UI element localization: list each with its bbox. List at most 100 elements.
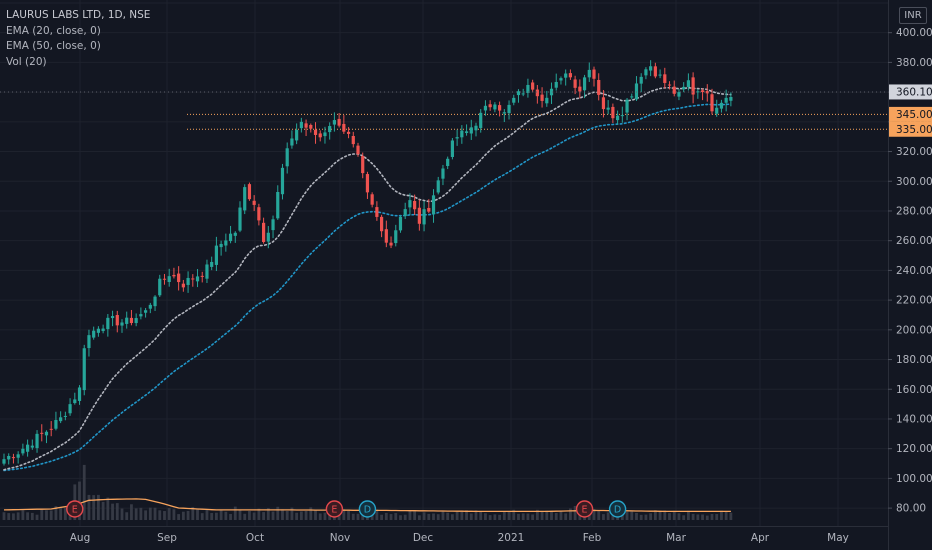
candle[interactable] [493, 102, 497, 113]
candle[interactable] [672, 80, 676, 97]
candle[interactable] [129, 309, 134, 326]
candle[interactable] [729, 92, 733, 107]
candle[interactable] [205, 259, 209, 283]
candle[interactable] [247, 182, 252, 201]
candle[interactable] [210, 256, 214, 271]
candle[interactable] [44, 430, 49, 444]
candle[interactable] [422, 201, 426, 232]
candle[interactable] [219, 240, 223, 256]
candle[interactable] [479, 109, 483, 133]
candle[interactable] [719, 99, 724, 113]
candle[interactable] [82, 344, 86, 396]
candle[interactable] [35, 430, 39, 453]
candle[interactable] [436, 176, 440, 195]
candle[interactable] [483, 100, 488, 116]
candle[interactable] [526, 78, 530, 98]
earnings-marker[interactable]: E [66, 500, 84, 518]
candle[interactable] [394, 224, 398, 247]
candle[interactable] [427, 199, 431, 214]
candle[interactable] [450, 138, 454, 160]
candle[interactable] [139, 307, 143, 320]
candle[interactable] [243, 184, 247, 215]
candle[interactable] [549, 82, 554, 104]
candle[interactable] [134, 313, 138, 327]
candle[interactable] [54, 411, 58, 431]
currency-unit-label[interactable]: INR [899, 7, 927, 24]
candle[interactable] [498, 101, 502, 117]
earnings-marker[interactable]: E [575, 500, 594, 518]
event-markers[interactable]: E E ED D [66, 500, 627, 518]
candle[interactable] [148, 302, 152, 314]
candle[interactable] [455, 129, 459, 146]
candle[interactable] [375, 201, 379, 221]
candle[interactable] [214, 236, 218, 272]
candle[interactable] [625, 98, 629, 121]
candle[interactable] [342, 115, 346, 134]
candle[interactable] [87, 329, 91, 357]
candle[interactable] [691, 72, 695, 104]
last-price-badge[interactable]: 360.10 [889, 84, 932, 100]
candle[interactable] [696, 88, 700, 99]
candle[interactable] [634, 76, 639, 101]
candle[interactable] [521, 88, 525, 97]
candle[interactable] [77, 385, 82, 405]
candle[interactable] [573, 75, 577, 95]
candle[interactable] [2, 453, 6, 466]
candle[interactable] [11, 453, 16, 464]
candle[interactable] [507, 100, 511, 120]
candle[interactable] [158, 274, 162, 297]
candle[interactable] [564, 69, 568, 86]
candle[interactable] [686, 73, 690, 91]
candle[interactable] [30, 439, 34, 450]
candle[interactable] [531, 79, 535, 93]
candle[interactable] [408, 193, 412, 216]
candle[interactable] [101, 324, 105, 334]
candle[interactable] [616, 110, 620, 125]
candle[interactable] [195, 269, 200, 288]
candle[interactable] [653, 62, 657, 79]
candle[interactable] [365, 171, 370, 199]
earnings-marker[interactable]: E [325, 500, 344, 518]
candle[interactable] [545, 90, 549, 107]
candle[interactable] [667, 81, 672, 90]
candle[interactable] [516, 89, 521, 103]
ema-50-legend[interactable]: EMA (50, close, 0) [6, 40, 101, 52]
candle[interactable] [587, 62, 591, 82]
candle[interactable] [191, 274, 195, 287]
candle[interactable] [280, 163, 285, 200]
candle[interactable] [384, 220, 388, 248]
candle[interactable] [323, 126, 327, 144]
candle[interactable] [309, 123, 313, 133]
candle[interactable] [658, 69, 662, 79]
candle[interactable] [413, 194, 417, 216]
candle[interactable] [398, 214, 403, 233]
candle[interactable] [715, 99, 719, 117]
candle[interactable] [304, 119, 308, 137]
candle[interactable] [361, 152, 365, 179]
candle[interactable] [441, 164, 445, 186]
candle[interactable] [238, 201, 242, 233]
symbol-title[interactable]: LAURUS LABS LTD, 1D, NSE [6, 9, 151, 21]
candle[interactable] [389, 236, 393, 249]
candle[interactable] [535, 85, 539, 104]
candle[interactable] [380, 214, 384, 238]
candle[interactable] [578, 79, 582, 99]
candle[interactable] [592, 66, 596, 87]
price-axis[interactable]: 80.00 100.00 120.00 140.00 160.00 180.00 200.0… [888, 27, 932, 515]
candle[interactable] [262, 217, 266, 244]
candle[interactable] [16, 451, 20, 464]
candle[interactable] [431, 189, 436, 223]
time-axis[interactable]: Aug Sep Oct Nov Dec 2021 Feb Mar Apr May [70, 532, 849, 544]
candle[interactable] [346, 127, 351, 139]
candle[interactable] [597, 73, 601, 101]
candle[interactable] [115, 310, 119, 333]
candle[interactable] [49, 421, 53, 437]
dividend-marker[interactable]: D [608, 500, 627, 518]
candle[interactable] [611, 103, 615, 123]
candle[interactable] [290, 130, 294, 149]
candle[interactable] [700, 88, 705, 101]
candle[interactable] [469, 119, 473, 140]
candle[interactable] [663, 67, 667, 89]
candle[interactable] [63, 411, 67, 421]
candle[interactable] [554, 73, 558, 91]
